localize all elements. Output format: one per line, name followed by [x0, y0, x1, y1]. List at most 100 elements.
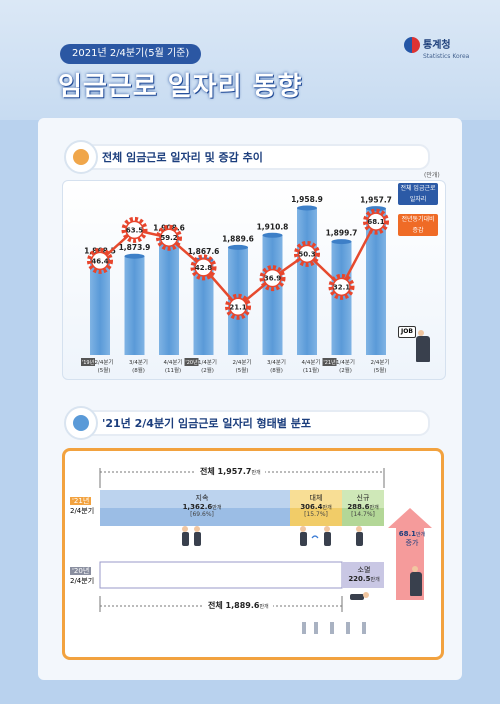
tick-sub-1: (8월) [132, 366, 145, 374]
change-label-0: 46.4 [91, 257, 108, 265]
year-tag-bg-0 [81, 358, 95, 366]
legend-change: 전년동기대비 증감 [398, 214, 438, 236]
bar-cap-4 [228, 244, 248, 250]
ext-text: 소멸 220.5만개 [348, 566, 380, 583]
bar-label-3: 1,867.6 [188, 247, 220, 256]
bar-label-6: 1,958.9 [291, 195, 323, 204]
total-20: 전체 1,889.6만개 [204, 600, 273, 611]
row21-label: '21년 2/4분기 [70, 497, 95, 515]
tick-label-1: 3/4분기 [129, 358, 148, 366]
change-label-7: 32.1 [333, 283, 350, 291]
year-tag-3: '20년 [185, 359, 198, 366]
row20-label: '20년 2/4분기 [70, 567, 95, 585]
change-point-1 [125, 220, 144, 240]
bar-5 [262, 235, 283, 355]
total-21: 전체 1,957.7만개 [196, 466, 265, 477]
bar-label-2: 1,908.6 [153, 224, 185, 233]
change-point-4 [228, 297, 248, 317]
section1-title: 전체 임금근로 일자리 및 증감 추이 [102, 151, 263, 164]
bar-1 [124, 256, 145, 355]
bar-label-1: 1,873.9 [119, 243, 151, 252]
tick-sub-7: (2월) [339, 366, 352, 374]
tick-sub-5: (8월) [270, 366, 283, 374]
tick-label-8: 2/4분기 [371, 358, 390, 366]
tick-sub-4: (5월) [236, 366, 249, 374]
tick-label-4: 2/4분기 [233, 358, 252, 366]
change-point-3 [194, 258, 213, 277]
change-point-8 [366, 212, 386, 231]
org-logo: 통계청 Statistics Korea [404, 36, 469, 60]
new-text: 신규 288.6만개 [14.7%] [347, 494, 379, 518]
change-label-4: 21.1 [229, 303, 246, 311]
change-point-6 [297, 244, 317, 264]
gear-7 [328, 273, 355, 300]
ext-bar [342, 562, 384, 588]
section2-header: '21년 2/4분기 임금근로 일자리 형태별 분포 [64, 406, 430, 440]
change-label-1: 63.5 [126, 226, 143, 234]
change-point-5 [263, 268, 282, 288]
tick-sub-8: (5월) [374, 366, 387, 374]
tick-sub-0: (5월) [98, 366, 111, 374]
page-title: 임금근로 일자리 동향 [58, 72, 303, 102]
bar-label-0: 1,868.5 [84, 246, 116, 255]
taegeuk-icon [404, 37, 420, 53]
bar-6 [297, 207, 317, 355]
change-label-3: 42.8 [195, 264, 212, 272]
businessman-icon-2 [410, 566, 422, 596]
bar-cap-7 [331, 239, 352, 245]
increase-text: 68.1만개 증가 [398, 530, 426, 547]
gear-8 [363, 208, 389, 235]
row20-bar [99, 561, 343, 589]
tick-label-2: 4/4분기 [164, 358, 183, 366]
section2-title: '21년 2/4분기 임금근로 일자리 형태별 분포 [102, 417, 311, 430]
presentation-icon [64, 406, 98, 440]
year-tag-bg-7 [322, 358, 337, 366]
bar-label-4: 1,889.6 [222, 234, 254, 243]
bar-3 [193, 259, 214, 355]
sustain-text: 지속 1,362.6만개 [69.6%] [182, 494, 222, 518]
gear-4 [225, 293, 251, 320]
gear-3 [190, 254, 217, 281]
job-tag: JOB [398, 326, 416, 338]
change-label-6: 50.3 [298, 250, 315, 258]
section1-header: 전체 임금근로 일자리 및 증감 추이 [64, 140, 430, 174]
change-point-2 [159, 228, 179, 247]
period-badge: 2021년 2/4분기(5월 기준) [60, 44, 202, 64]
change-point-0 [90, 251, 110, 271]
change-label-5: 36.9 [264, 275, 281, 283]
year-tag-7: '21년 [323, 359, 336, 366]
change-label-8: 68.1 [367, 218, 384, 226]
bar-label-7: 1,899.7 [326, 229, 358, 238]
year-tag-0: '19년 [82, 359, 95, 366]
tick-sub-3: (2월) [201, 366, 214, 374]
legend-jobs: 전체 임금근로 일자리 [398, 183, 438, 205]
tick-sub-6: (11월) [303, 366, 319, 374]
bar-cap-6 [297, 205, 317, 211]
org-name: 통계청 [423, 40, 451, 51]
tick-label-7: 1/4분기 [336, 358, 355, 366]
tick-label-5: 3/4분기 [267, 358, 286, 366]
bar-8 [366, 208, 386, 355]
businessman-icon [416, 330, 430, 362]
tick-label-6: 4/4분기 [302, 358, 321, 366]
distribution-panel [62, 448, 444, 660]
change-label-2: 59.2 [160, 234, 177, 242]
people-icon [64, 140, 98, 174]
bar-2 [159, 236, 179, 355]
tick-sub-2: (11월) [165, 366, 181, 374]
bar-cap-5 [262, 232, 283, 238]
gear-2 [156, 224, 182, 251]
gear-0 [87, 247, 113, 274]
change-point-7 [332, 277, 351, 297]
bar-label-5: 1,910.8 [257, 222, 289, 231]
org-name-en: Statistics Korea [423, 53, 470, 60]
year-tag-bg-3 [184, 358, 199, 366]
gear-6 [294, 240, 320, 267]
bar-label-8: 1,957.7 [360, 196, 392, 205]
gear-1 [121, 216, 148, 243]
tick-label-3: 1/4분기 [198, 358, 217, 366]
replace-text: 대체 306.4만개 [15.7%] [300, 494, 332, 518]
section1-unit: (만개) [424, 172, 440, 179]
